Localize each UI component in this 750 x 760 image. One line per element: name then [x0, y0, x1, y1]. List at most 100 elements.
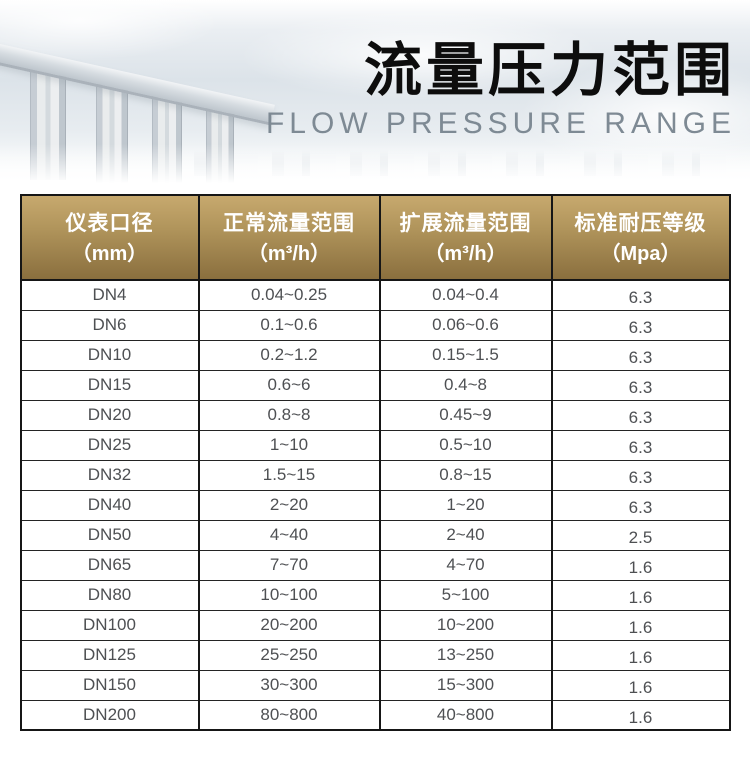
cell-value: 2~40: [446, 525, 485, 544]
table-row: DN25 1~10 0.5~10 6.3: [19, 429, 731, 461]
table-cell: 6.3: [550, 489, 731, 521]
column-header-4: 标准耐压等级 （Mpa）: [550, 194, 731, 281]
table-cell: DN80: [19, 579, 200, 611]
table-row: DN125 25~250 13~250 1.6: [19, 639, 731, 671]
table-cell: 0.04~0.4: [378, 279, 553, 311]
table-cell: 1~20: [378, 489, 553, 521]
cell-value: 0.8~15: [439, 465, 492, 484]
table-row: DN20 0.8~8 0.45~9 6.3: [19, 399, 731, 431]
table-cell: DN150: [19, 669, 200, 701]
table-row: DN32 1.5~15 0.8~15 6.3: [19, 459, 731, 491]
table-cell: 1.6: [550, 579, 731, 611]
column-header-label: 扩展流量范围: [399, 212, 532, 236]
table-cell: 10~100: [197, 579, 381, 611]
table-cell: DN25: [19, 429, 200, 461]
cell-value: 6.3: [628, 468, 653, 487]
cell-value: 1~10: [269, 435, 309, 454]
table-cell: DN65: [19, 549, 200, 581]
cell-value: 80~800: [260, 704, 318, 724]
table-cell: DN200: [19, 699, 200, 731]
table-cell: 20~200: [197, 609, 381, 641]
cell-value: 6.3: [628, 318, 653, 337]
cell-value: 13~250: [436, 645, 495, 664]
cell-value: 6.3: [628, 288, 653, 308]
page-title: 流量压力范围: [363, 38, 736, 103]
table-cell: 0.5~10: [378, 429, 553, 461]
cell-value: 15~300: [436, 675, 495, 694]
table-cell: 6.3: [550, 399, 731, 431]
cell-value: 0.06~0.6: [432, 315, 499, 334]
banner-titles: 流量压力范围 FLOW PRESSURE RANGE: [266, 38, 736, 141]
cell-value: DN20: [87, 405, 132, 424]
table-cell: 0.06~0.6: [378, 309, 553, 341]
mist-fade: [0, 144, 750, 190]
table-cell: 0.45~9: [378, 399, 553, 431]
column-header-unit: （mm）: [71, 242, 148, 265]
cell-value: 10~100: [260, 585, 318, 604]
table-cell: DN50: [19, 519, 200, 551]
table-cell: DN6: [19, 309, 200, 341]
table-cell: 6.3: [550, 369, 731, 401]
cell-value: 0.6~6: [267, 375, 311, 394]
cell-value: 0.04~0.25: [250, 285, 328, 305]
cell-value: 1.5~15: [262, 465, 316, 484]
table-cell: 1.5~15: [197, 459, 381, 491]
column-header-unit: （Mpa）: [600, 242, 681, 265]
cell-value: 20~200: [260, 615, 318, 634]
cell-value: 4~70: [446, 555, 485, 574]
cell-value: DN10: [87, 345, 132, 364]
table-cell: 0.8~8: [197, 399, 381, 431]
table-cell: 1.6: [550, 549, 731, 581]
cell-value: 6.3: [628, 378, 653, 397]
column-header-3: 扩展流量范围 （m³/h）: [378, 194, 553, 281]
cell-value: 1.6: [628, 588, 653, 607]
table-cell: 6.3: [550, 339, 731, 371]
cell-value: DN150: [83, 675, 136, 694]
cell-value: 1.6: [628, 707, 653, 727]
cell-value: DN100: [83, 615, 136, 634]
table-cell: 6.3: [550, 459, 731, 491]
table-cell: 1.6: [550, 699, 731, 731]
table-cell: 40~800: [378, 699, 553, 731]
table-cell: 25~250: [197, 639, 381, 671]
cell-value: 7~70: [269, 555, 309, 574]
cell-value: 1.6: [628, 618, 653, 637]
cell-value: DN80: [87, 585, 132, 604]
table-row: DN40 2~20 1~20 6.3: [19, 489, 731, 521]
table-cell: 6.3: [550, 279, 731, 311]
table-cell: 1~10: [197, 429, 381, 461]
cell-value: DN32: [87, 465, 132, 484]
cell-value: 0.04~0.4: [432, 285, 499, 305]
cell-value: 2.5: [628, 528, 653, 547]
table-cell: 0.2~1.2: [197, 339, 381, 371]
cell-value: DN25: [87, 435, 132, 454]
cell-value: 10~200: [436, 615, 495, 634]
cell-value: 30~300: [260, 675, 318, 694]
table-cell: 1.6: [550, 609, 731, 641]
cell-value: 0.8~8: [267, 405, 311, 424]
table-cell: 0.8~15: [378, 459, 553, 491]
cell-value: 0.15~1.5: [432, 345, 499, 364]
cell-value: 25~250: [260, 645, 318, 664]
table-cell: DN40: [19, 489, 200, 521]
cell-value: 6.3: [628, 438, 653, 457]
cell-value: 0.4~8: [443, 375, 487, 394]
cell-value: DN15: [87, 375, 132, 394]
table-cell: DN15: [19, 369, 200, 401]
table-cell: 7~70: [197, 549, 381, 581]
table-row: DN6 0.1~0.6 0.06~0.6 6.3: [19, 309, 731, 341]
table-row: DN15 0.6~6 0.4~8 6.3: [19, 369, 731, 401]
cell-value: 0.45~9: [439, 405, 492, 424]
table-cell: DN10: [19, 339, 200, 371]
cell-value: DN125: [83, 645, 136, 664]
cell-value: DN4: [92, 285, 127, 305]
cell-value: 40~800: [436, 704, 495, 724]
table-cell: DN4: [19, 279, 200, 311]
table-cell: 80~800: [197, 699, 381, 731]
table-cell: 5~100: [378, 579, 553, 611]
cell-value: 5~100: [441, 585, 490, 604]
table-cell: 30~300: [197, 669, 381, 701]
page-subtitle: FLOW PRESSURE RANGE: [265, 106, 736, 140]
table-cell: 0.4~8: [378, 369, 553, 401]
table-cell: DN125: [19, 639, 200, 671]
